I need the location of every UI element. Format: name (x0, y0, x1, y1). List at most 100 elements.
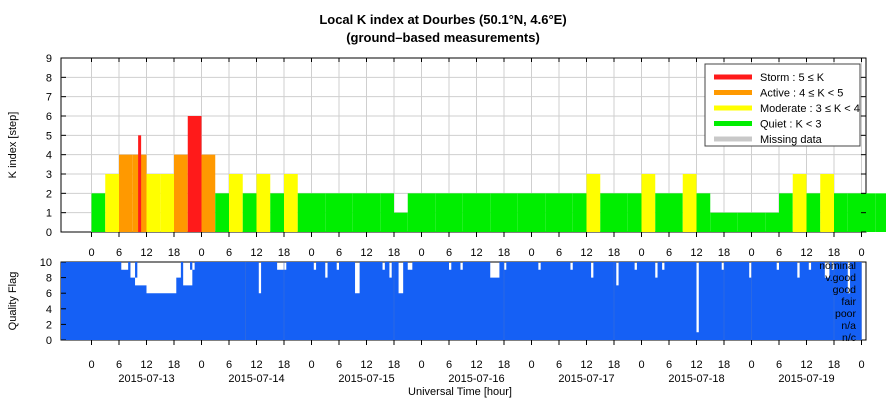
k-bar (407, 193, 422, 232)
k-xtick-label: 0 (858, 247, 864, 259)
k-bar (146, 174, 161, 232)
k-bar (476, 193, 491, 232)
k-axis-label: K index [step] (7, 112, 19, 179)
k-bar (504, 193, 518, 232)
k-bar (242, 193, 257, 232)
q-xtick-label: 12 (800, 359, 812, 371)
q-xtick-label: 6 (226, 359, 232, 371)
q-xtick-label: 18 (828, 359, 840, 371)
k-xtick-label: 12 (250, 247, 262, 259)
k-ytick-label: 0 (46, 227, 52, 239)
q-xtick-label: 0 (88, 359, 94, 371)
k-bar (820, 174, 834, 232)
k-bar (421, 193, 436, 232)
k-xtick-label: 18 (608, 247, 620, 259)
k-bar (270, 193, 284, 232)
k-bar (490, 193, 504, 232)
k-bar (462, 193, 477, 232)
date-label: 2015-07-15 (338, 373, 394, 385)
k-bar (449, 193, 463, 232)
k-bar (229, 174, 243, 232)
quality-axes: 0 2 4 6 8 10 0 6 12 18 0 6 12 18 0 6 12 18 0 6 12 18 0 6 12 18 0 6 1… (40, 257, 865, 385)
legend-label: Moderate : 3 ≤ K < 4 (760, 103, 860, 115)
k-bar (201, 154, 216, 232)
k-bar (545, 193, 559, 232)
q-xtick-label: 0 (858, 359, 864, 371)
date-label: 2015-07-17 (558, 373, 614, 385)
quality-category-label: n/c (842, 332, 856, 344)
quality-category-label: n/a (841, 320, 856, 332)
x-axis-label: Universal Time [hour] (408, 386, 512, 398)
k-bar (806, 193, 821, 232)
k-bar (600, 193, 614, 232)
k-xtick-label: 0 (528, 247, 534, 259)
quality-area (61, 262, 886, 340)
q-xtick-label: 6 (116, 359, 122, 371)
k-ytick-label: 8 (46, 72, 52, 84)
k-bar (655, 193, 669, 232)
q-xtick-label: 18 (718, 359, 730, 371)
k-bar (105, 174, 119, 232)
k-xtick-label: 0 (198, 247, 204, 259)
k-bar (861, 193, 876, 232)
date-label: 2015-07-13 (118, 373, 174, 385)
k-ytick-label: 3 (46, 169, 52, 181)
q-xtick-label: 18 (498, 359, 510, 371)
k-xtick-label: 12 (360, 247, 372, 259)
k-xtick-label: 6 (226, 247, 232, 259)
q-xtick-label: 6 (556, 359, 562, 371)
k-bar (682, 174, 697, 232)
quality-category-label: fair (841, 296, 856, 308)
k-bar (614, 193, 628, 232)
k-bar (91, 193, 106, 232)
q-xtick-label: 12 (690, 359, 702, 371)
k-xtick-label: 6 (666, 247, 672, 259)
k-spike-bar (138, 135, 142, 232)
k-xtick-label: 0 (88, 247, 94, 259)
quality-fill (61, 262, 886, 340)
k-bar (696, 193, 711, 232)
k-bar (765, 212, 779, 232)
k-xtick-label: 12 (800, 247, 812, 259)
k-xtick-label: 12 (580, 247, 592, 259)
k-bar (119, 154, 133, 232)
k-xtick-label: 6 (336, 247, 342, 259)
chart-title: Local K index at Dourbes (50.1°N, 4.6°E) (319, 12, 567, 27)
q-xtick-label: 0 (308, 359, 314, 371)
legend-label: Active : 4 ≤ K < 5 (760, 88, 843, 100)
q-xtick-label: 12 (470, 359, 482, 371)
k-xtick-label: 12 (140, 247, 152, 259)
q-xtick-label: 0 (748, 359, 754, 371)
k-bar (174, 154, 188, 232)
k-bar (352, 193, 367, 232)
q-xtick-label: 12 (580, 359, 592, 371)
k-ytick-label: 6 (46, 111, 52, 123)
q-xtick-label: 6 (666, 359, 672, 371)
k-bar (847, 193, 862, 232)
k-bar (297, 193, 312, 232)
k-xtick-label: 0 (638, 247, 644, 259)
k-bar (435, 193, 449, 232)
q-xtick-label: 6 (446, 359, 452, 371)
k-ytick-label: 9 (46, 53, 52, 65)
k-xtick-label: 0 (418, 247, 424, 259)
k-ytick-label: 2 (46, 188, 52, 200)
k-bar (284, 174, 298, 232)
q-xtick-label: 18 (168, 359, 180, 371)
k-xtick-label: 0 (748, 247, 754, 259)
date-label: 2015-07-19 (778, 373, 834, 385)
q-xtick-label: 6 (776, 359, 782, 371)
legend-label: Missing data (760, 134, 823, 146)
k-bar (339, 193, 353, 232)
k-bar (394, 212, 408, 232)
k-xtick-label: 18 (718, 247, 730, 259)
k-xtick-label: 12 (690, 247, 702, 259)
q-xtick-label: 6 (336, 359, 342, 371)
quality-axis-label: Quality Flag (7, 272, 19, 331)
k-xtick-label: 18 (278, 247, 290, 259)
q-ytick-label: 2 (46, 319, 52, 331)
k-xtick-label: 18 (168, 247, 180, 259)
k-xtick-label: 18 (388, 247, 400, 259)
k-xtick-label: 0 (308, 247, 314, 259)
